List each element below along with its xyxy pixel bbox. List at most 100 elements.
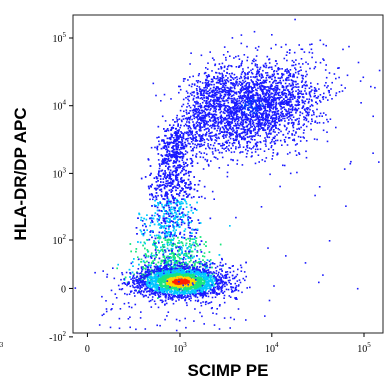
density-point xyxy=(287,122,289,124)
density-point xyxy=(246,133,248,136)
density-point xyxy=(246,90,248,92)
density-point xyxy=(221,86,224,89)
density-point xyxy=(256,131,259,133)
density-point xyxy=(193,126,195,129)
density-point xyxy=(268,97,271,100)
density-point xyxy=(275,118,278,120)
density-point xyxy=(187,117,189,120)
density-point xyxy=(185,109,188,111)
density-point xyxy=(271,68,273,70)
density-point xyxy=(280,115,283,118)
density-point xyxy=(203,144,205,146)
density-point xyxy=(265,91,268,93)
density-point xyxy=(259,135,261,137)
density-point xyxy=(226,142,228,144)
density-point xyxy=(215,270,218,272)
density-point xyxy=(185,138,188,140)
density-point xyxy=(270,106,272,108)
density-point xyxy=(254,47,257,49)
density-point xyxy=(157,204,160,206)
density-point xyxy=(236,78,238,81)
density-point xyxy=(311,114,313,117)
density-point xyxy=(259,148,262,150)
density-point xyxy=(289,69,292,71)
density-point xyxy=(229,110,232,113)
density-point xyxy=(322,98,325,100)
density-point xyxy=(207,102,209,104)
density-point xyxy=(243,81,245,84)
density-point xyxy=(221,78,223,80)
density-point xyxy=(201,118,204,120)
density-point xyxy=(235,107,238,109)
density-point xyxy=(283,139,286,141)
density-point xyxy=(204,111,207,114)
density-point xyxy=(264,97,266,99)
density-point xyxy=(271,124,274,127)
density-point xyxy=(253,125,256,128)
density-point xyxy=(302,93,305,95)
density-point xyxy=(266,110,269,112)
density-point xyxy=(254,131,257,134)
density-point xyxy=(270,146,273,149)
density-point xyxy=(215,136,217,138)
density-point xyxy=(307,107,310,109)
density-point xyxy=(273,95,275,97)
density-point xyxy=(206,131,208,134)
density-point xyxy=(269,129,271,131)
density-point xyxy=(217,87,220,89)
density-point xyxy=(295,154,298,156)
density-point xyxy=(153,223,156,226)
density-point xyxy=(184,123,187,126)
density-point xyxy=(217,123,219,125)
density-point xyxy=(198,117,201,119)
density-point xyxy=(246,130,249,133)
density-point xyxy=(256,103,258,106)
density-point xyxy=(192,136,194,138)
density-point xyxy=(241,82,244,85)
density-point xyxy=(323,59,325,61)
density-point xyxy=(257,134,259,137)
density-point xyxy=(288,52,291,54)
density-point xyxy=(241,99,244,102)
density-point xyxy=(172,147,174,149)
density-point xyxy=(233,106,235,108)
density-point xyxy=(199,156,202,158)
density-point xyxy=(161,210,164,213)
density-point xyxy=(184,78,186,80)
density-point xyxy=(254,63,257,65)
density-point xyxy=(261,74,263,77)
density-point xyxy=(288,49,291,51)
density-point xyxy=(234,84,237,86)
density-point xyxy=(189,130,192,133)
density-point xyxy=(227,80,230,83)
density-point xyxy=(271,155,274,157)
density-point xyxy=(280,119,282,122)
density-point xyxy=(272,130,275,133)
density-point xyxy=(254,115,256,118)
density-point xyxy=(195,80,198,82)
density-point xyxy=(246,56,249,59)
density-point xyxy=(187,127,190,130)
density-point xyxy=(265,94,267,97)
density-point xyxy=(241,123,244,125)
density-point xyxy=(167,213,170,215)
density-point xyxy=(269,108,271,111)
density-point xyxy=(205,120,208,123)
density-point xyxy=(189,249,191,251)
density-point xyxy=(189,137,192,139)
density-point xyxy=(240,64,243,67)
density-point xyxy=(224,94,227,97)
density-point xyxy=(180,177,183,179)
density-point xyxy=(285,93,288,95)
density-point xyxy=(248,120,251,122)
density-point xyxy=(201,89,204,92)
density-point xyxy=(275,87,277,89)
density-point xyxy=(307,114,310,117)
density-point xyxy=(310,99,313,101)
density-point xyxy=(180,249,183,251)
density-point xyxy=(275,93,277,96)
density-point xyxy=(173,165,176,167)
density-point xyxy=(201,126,204,128)
density-point xyxy=(292,86,295,89)
density-point xyxy=(203,122,206,125)
